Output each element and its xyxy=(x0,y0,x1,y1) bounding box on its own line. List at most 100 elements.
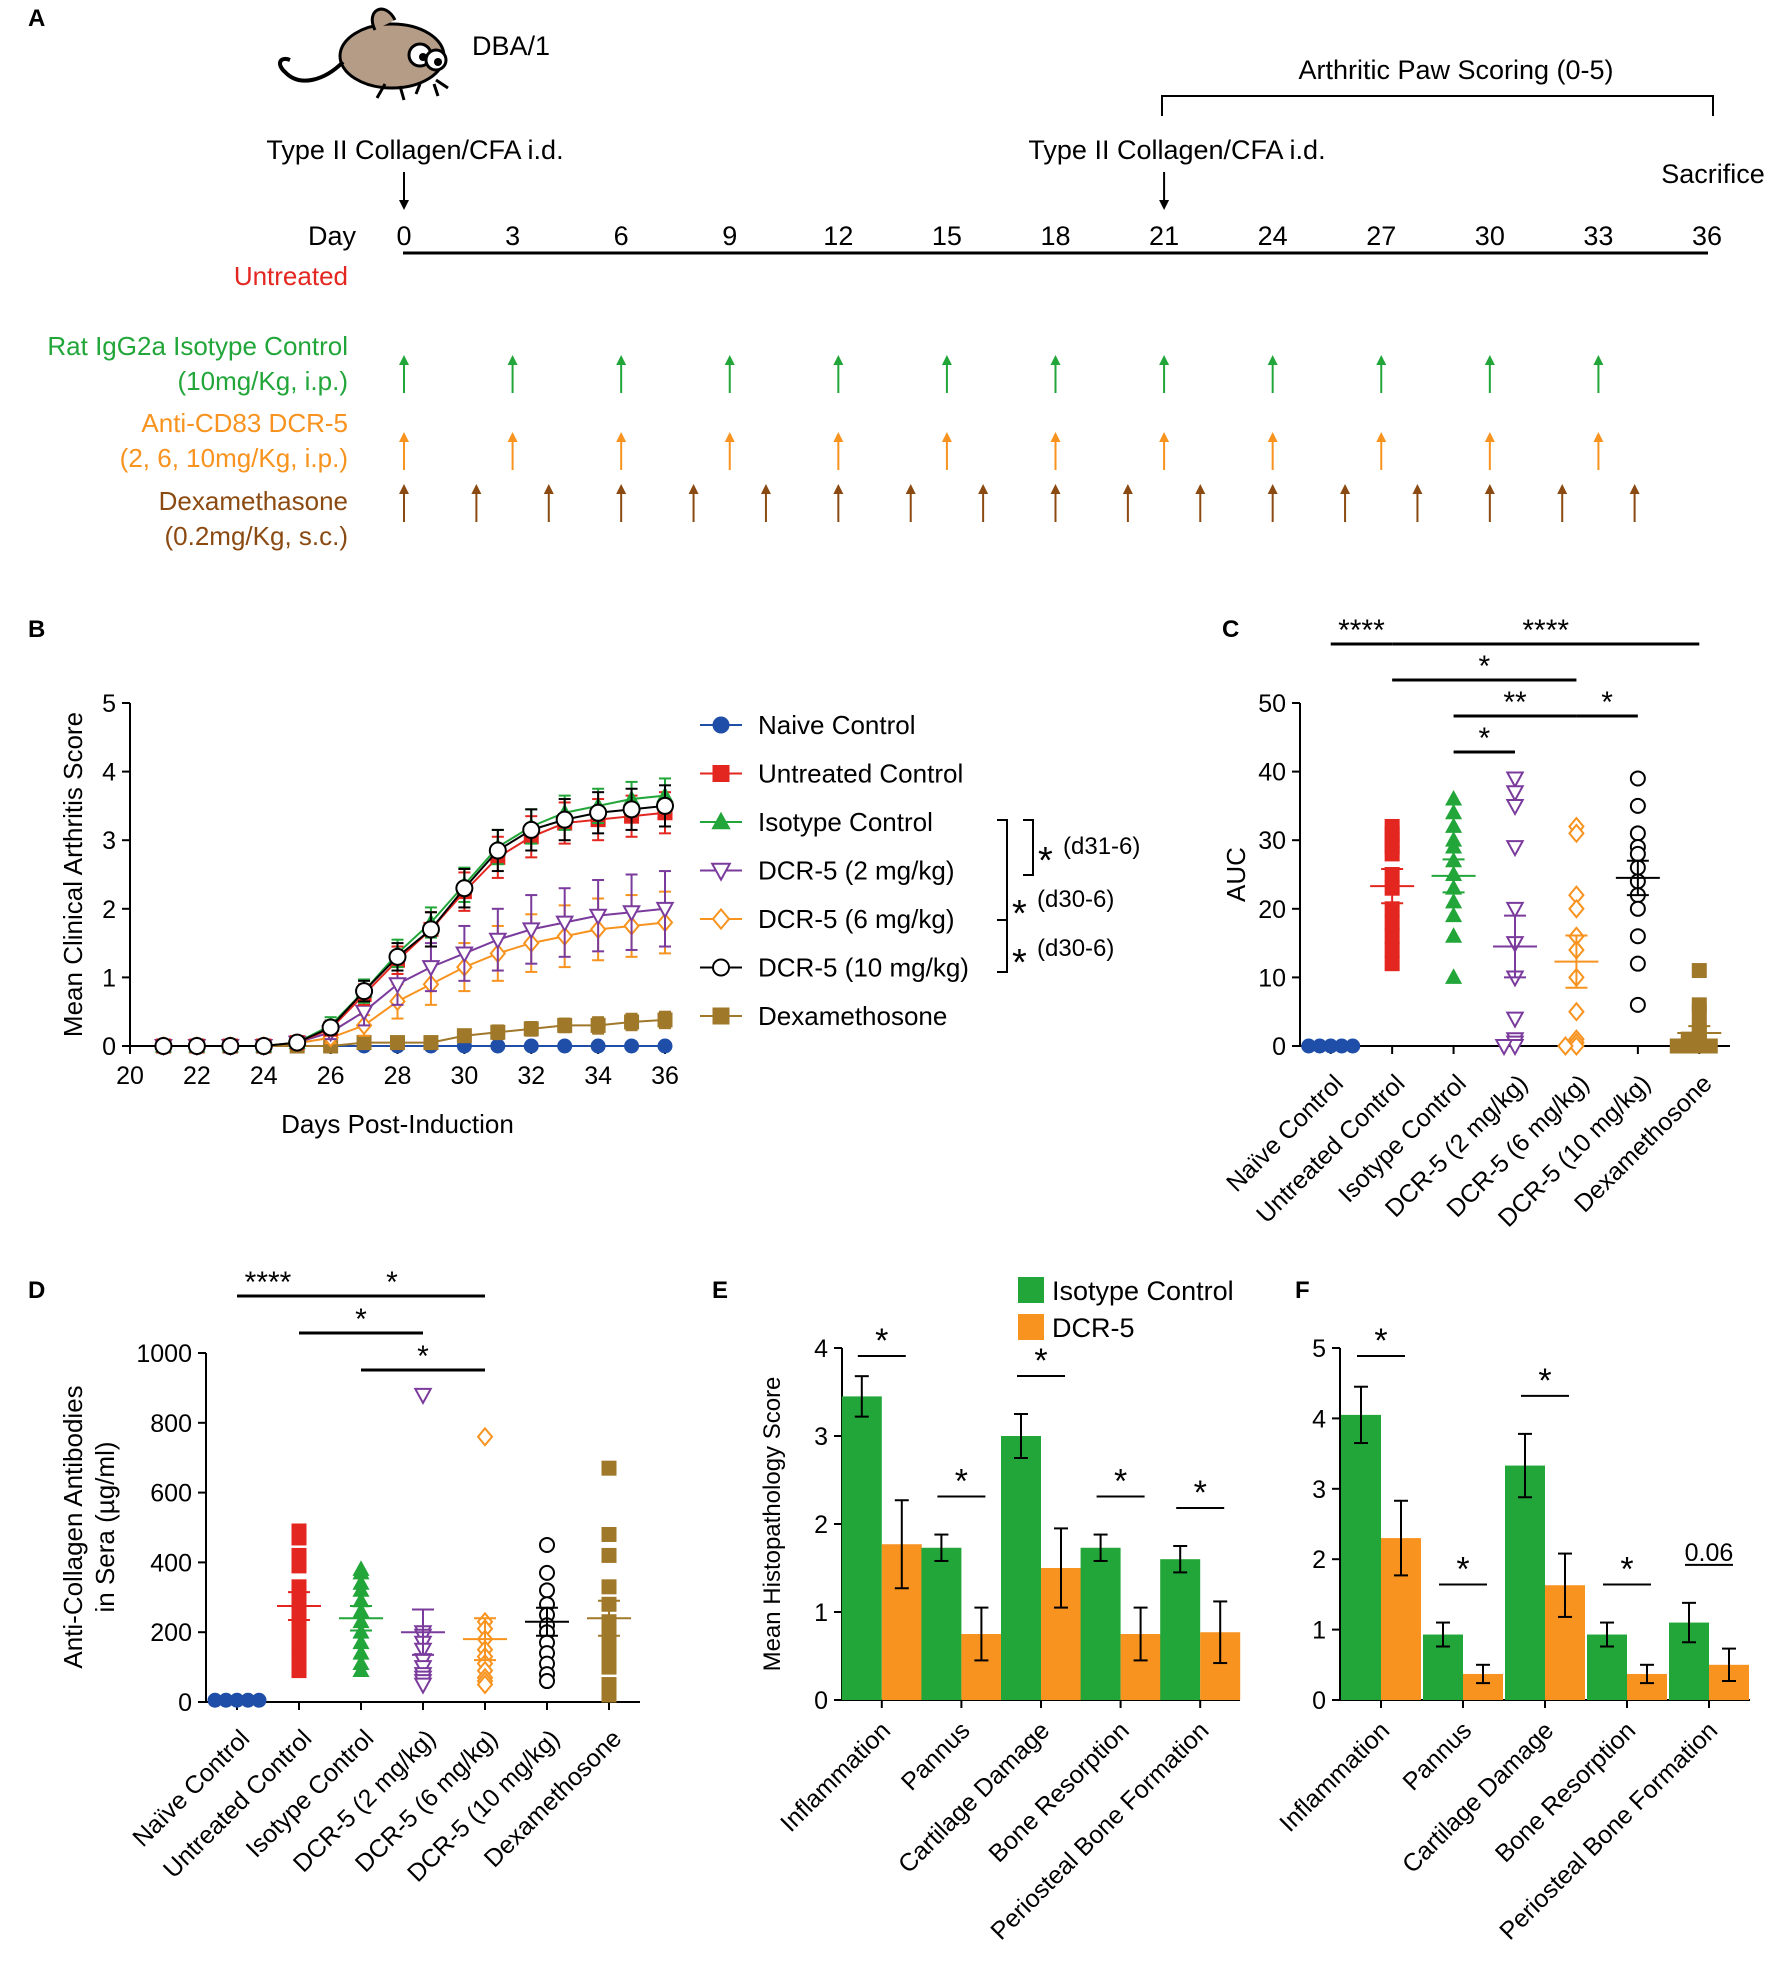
data-point xyxy=(1629,996,1646,1013)
arrow-head xyxy=(833,484,844,494)
dosing-arrow xyxy=(1267,355,1278,393)
arrow-head xyxy=(616,484,627,494)
dosing-arrow xyxy=(1484,484,1495,522)
treatment-row-dose: (10mg/Kg, i.p.) xyxy=(177,366,348,396)
y-tick-label: 0 xyxy=(1272,1033,1286,1061)
y-tick-label: 1 xyxy=(1312,1617,1326,1645)
panel-b-label: B xyxy=(28,616,45,643)
data-point xyxy=(1691,963,1707,979)
y-tick-label: 4 xyxy=(1312,1405,1326,1433)
dosing-arrow xyxy=(1629,484,1640,522)
data-point xyxy=(1568,1001,1585,1022)
data-point xyxy=(1384,956,1400,972)
significance-label: **** xyxy=(245,1266,292,1299)
data-point xyxy=(624,1014,640,1030)
dosing-arrow xyxy=(905,484,916,522)
timeline-tick-label: 3 xyxy=(505,221,520,251)
day-label: Day xyxy=(308,221,357,251)
data-point xyxy=(601,1687,617,1703)
dosing-arrow xyxy=(941,355,952,393)
data-point xyxy=(1629,797,1646,814)
dosing-arrow xyxy=(616,355,627,393)
y-tick-label: 0 xyxy=(1312,1687,1326,1715)
dosing-arrow xyxy=(1122,484,1133,522)
data-point xyxy=(622,800,641,819)
y-tick-label: 20 xyxy=(1258,896,1286,924)
x-tick-label: 26 xyxy=(317,1062,345,1090)
data-point xyxy=(1505,901,1525,919)
x-tick-label: 24 xyxy=(250,1062,278,1090)
y-axis-title: Anti-Collagen Antibodies xyxy=(58,1385,88,1668)
x-tick-label: 30 xyxy=(450,1062,478,1090)
data-point xyxy=(221,1037,240,1055)
data-point xyxy=(421,920,440,939)
arrow-head xyxy=(1376,355,1387,365)
group-dcr6 xyxy=(463,1426,507,1695)
legend: Naive Control Untreated Control Isotype Co… xyxy=(700,710,969,1031)
dosing-arrow xyxy=(399,432,409,470)
y-tick-label: 3 xyxy=(814,1423,828,1451)
y-tick-label: 30 xyxy=(1258,827,1286,855)
legend-marker xyxy=(712,716,730,734)
data-point xyxy=(1702,1038,1718,1054)
arrow-head xyxy=(941,355,952,365)
arrow-head xyxy=(724,355,735,365)
group-dcr2 xyxy=(1493,771,1537,1057)
data-point xyxy=(539,1673,555,1690)
dosing-arrow xyxy=(1557,484,1568,522)
significance-label: * xyxy=(417,1340,429,1373)
data-point xyxy=(1505,798,1525,817)
y-tick-label: 200 xyxy=(150,1619,192,1647)
panel-a-label: A xyxy=(28,5,45,32)
timeline-tick-label: 27 xyxy=(1366,221,1396,251)
significance-label: * xyxy=(1538,1362,1551,1400)
bar-isotype xyxy=(1080,1547,1121,1700)
data-point xyxy=(1629,845,1646,862)
group-dcr6 xyxy=(1554,816,1599,1056)
arrow-head xyxy=(833,355,844,365)
data-point xyxy=(539,1564,555,1581)
legend-label: DCR-5 (10 mg/kg) xyxy=(758,953,969,983)
bracket xyxy=(1023,819,1034,876)
group-naive xyxy=(1301,1038,1361,1054)
data-point xyxy=(539,1582,555,1599)
injection-label-2: Type II Collagen/CFA i.d. xyxy=(1028,135,1325,165)
data-point xyxy=(187,1037,206,1055)
y-tick-label: 800 xyxy=(150,1410,192,1438)
data-point xyxy=(1494,1039,1514,1057)
dosing-arrow xyxy=(978,484,989,522)
dosing-arrow xyxy=(833,484,844,522)
data-point xyxy=(590,1017,606,1033)
sacrifice-label: Sacrifice xyxy=(1661,159,1765,189)
treatment-row-name: Rat IgG2a Isotype Control xyxy=(47,331,348,361)
y-axis-title: Mean Clinical Arthritis Score xyxy=(58,712,88,1037)
legend-swatch xyxy=(1018,1277,1044,1303)
significance-star: * xyxy=(1012,942,1027,984)
y-tick-label: 2 xyxy=(102,896,116,924)
timeline-tick-label: 33 xyxy=(1583,221,1613,251)
arrow-head xyxy=(471,484,482,494)
injection-label-1: Type II Collagen/CFA i.d. xyxy=(266,135,563,165)
x-tick-label: Pannus xyxy=(1397,1716,1477,1796)
mouse-strain-label: DBA/1 xyxy=(472,31,550,61)
dosing-arrow xyxy=(543,484,554,522)
dosing-arrow xyxy=(1376,432,1387,470)
significance-label: ** xyxy=(1503,686,1527,719)
group-dcr10 xyxy=(1615,770,1660,1013)
data-point xyxy=(356,1035,372,1051)
arrow-head xyxy=(399,484,409,494)
legend-marker xyxy=(712,765,730,782)
panel-f-label: F xyxy=(1295,1277,1310,1304)
significance-label: * xyxy=(1194,1474,1207,1512)
legend-label: Untreated Control xyxy=(758,759,963,789)
dosing-arrow xyxy=(616,484,627,522)
significance-label: * xyxy=(1478,722,1490,755)
arrow-head xyxy=(941,432,952,442)
arrow-head xyxy=(399,200,409,210)
dosing-arrow xyxy=(941,432,952,470)
significance-label: (d30-6) xyxy=(1037,935,1114,962)
y-tick-label: 3 xyxy=(102,827,116,855)
y-tick-label: 0 xyxy=(178,1689,192,1717)
significance-label: * xyxy=(955,1463,968,1501)
